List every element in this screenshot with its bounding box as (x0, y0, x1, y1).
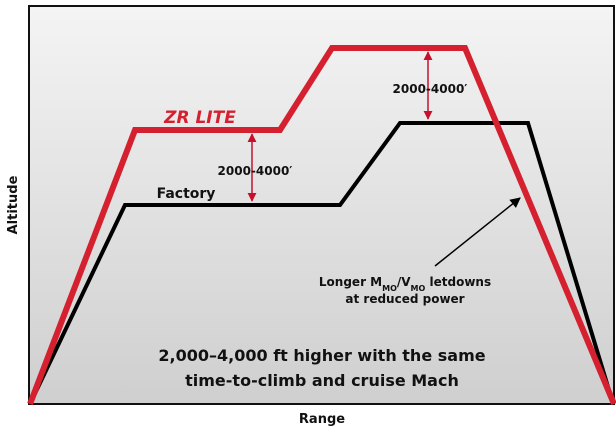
note-arrow (434, 197, 521, 267)
note-part: /V (397, 275, 411, 289)
note-part: Longer M (319, 275, 382, 289)
note-subscript: MO (411, 284, 426, 293)
series-label: ZR LITE (163, 108, 236, 128)
gap-label: 2000-4000′ (393, 82, 468, 96)
gap-label: 2000-4000′ (218, 164, 293, 178)
x-axis-label: Range (299, 412, 345, 427)
summary-line: time-to-climb and cruise Mach (185, 371, 459, 390)
note-subscript: MO (382, 284, 397, 293)
factory-line (28, 121, 614, 405)
note-line: Longer MMO/VMO letdowns (319, 275, 491, 293)
y-axis-label: Altitude (6, 175, 21, 234)
summary-line: 2,000–4,000 ft higher with the same (158, 346, 485, 365)
note-part: letdowns (425, 275, 491, 289)
zr-lite-line (27, 45, 616, 406)
series-label: Factory (157, 186, 216, 202)
note-line: at reduced power (345, 292, 464, 306)
